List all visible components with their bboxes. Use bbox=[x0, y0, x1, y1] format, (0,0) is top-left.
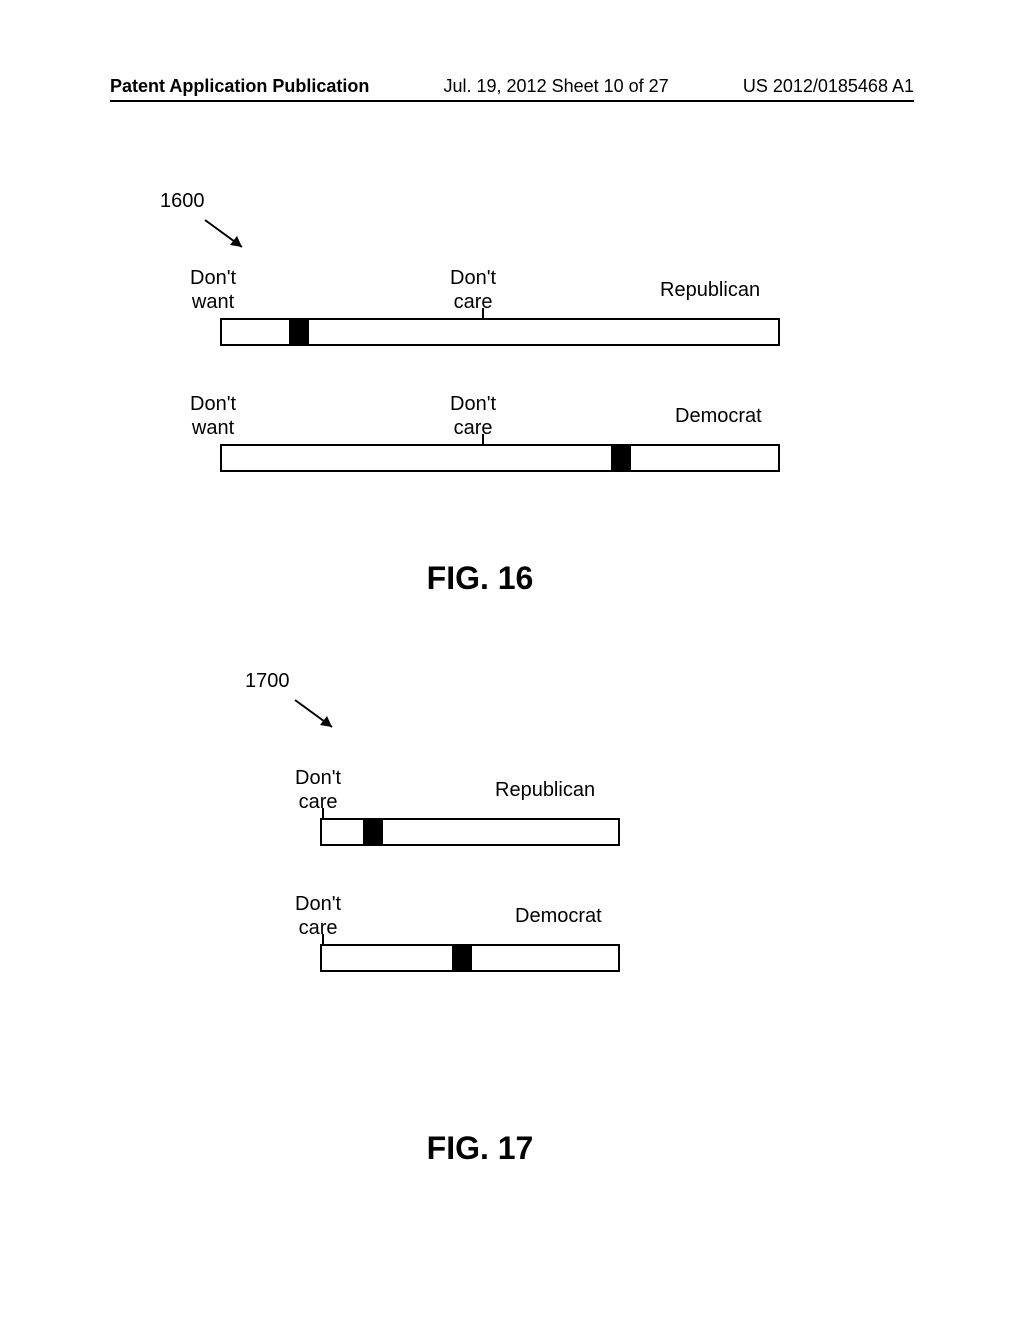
slider-handle[interactable] bbox=[289, 318, 309, 346]
label-right: Democrat bbox=[515, 904, 602, 928]
slider-labels: Don't want Don't care Republican bbox=[220, 260, 780, 314]
fig16-caption: FIG. 16 bbox=[280, 560, 680, 597]
label-right: Republican bbox=[495, 778, 595, 802]
label-left: Don't care bbox=[295, 892, 341, 940]
slider-handle[interactable] bbox=[452, 944, 472, 972]
fig17-ref-arrow bbox=[290, 695, 350, 745]
label-right: Democrat bbox=[675, 404, 762, 428]
header-right: US 2012/0185468 A1 bbox=[743, 76, 914, 97]
fig17-caption: FIG. 17 bbox=[280, 1130, 680, 1167]
fig16-refnum: 1600 bbox=[160, 190, 205, 213]
slider-labels: Don't care Democrat bbox=[320, 886, 620, 940]
slider-track[interactable] bbox=[320, 818, 620, 846]
fig16-slider-1: Don't want Don't care Republican bbox=[220, 260, 780, 346]
patent-header: Patent Application Publication Jul. 19, … bbox=[0, 76, 1024, 97]
fig17-refnum: 1700 bbox=[245, 670, 290, 693]
slider-track[interactable] bbox=[220, 318, 780, 346]
center-tick bbox=[482, 434, 484, 444]
header-rule bbox=[110, 100, 914, 102]
header-left: Patent Application Publication bbox=[110, 76, 369, 97]
fig17-slider-2: Don't care Democrat bbox=[320, 886, 620, 972]
slider-labels: Don't care Republican bbox=[320, 760, 620, 814]
center-tick bbox=[482, 308, 484, 318]
label-right: Republican bbox=[660, 278, 760, 302]
slider-track[interactable] bbox=[320, 944, 620, 972]
left-tick bbox=[322, 934, 324, 944]
header-center: Jul. 19, 2012 Sheet 10 of 27 bbox=[444, 76, 669, 97]
fig17-container: Don't care Republican Don't care Democra… bbox=[320, 760, 620, 1012]
label-left: Don't care bbox=[295, 766, 341, 814]
slider-track[interactable] bbox=[220, 444, 780, 472]
left-tick bbox=[322, 808, 324, 818]
fig16-ref-arrow bbox=[200, 215, 260, 265]
fig17-slider-1: Don't care Republican bbox=[320, 760, 620, 846]
label-center: Don't care bbox=[450, 392, 496, 440]
slider-handle[interactable] bbox=[363, 818, 383, 846]
fig16-slider-2: Don't want Don't care Democrat bbox=[220, 386, 780, 472]
label-left: Don't want bbox=[190, 266, 236, 314]
slider-labels: Don't want Don't care Democrat bbox=[220, 386, 780, 440]
label-left: Don't want bbox=[190, 392, 236, 440]
label-center: Don't care bbox=[450, 266, 496, 314]
fig16-container: Don't want Don't care Republican Don't w… bbox=[220, 260, 780, 512]
slider-handle[interactable] bbox=[611, 444, 631, 472]
